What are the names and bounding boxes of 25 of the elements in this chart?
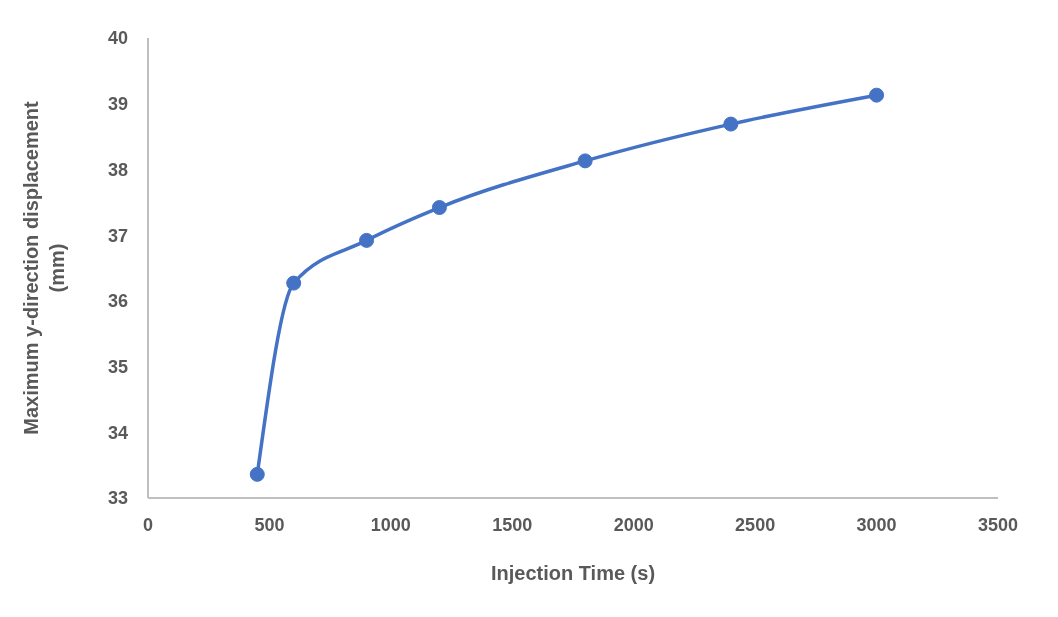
x-tick-label: 3000 <box>856 514 897 535</box>
y-tick-label: 39 <box>107 94 128 115</box>
point <box>249 466 265 482</box>
y-tick-label: 34 <box>107 422 128 443</box>
x-tick-label: 0 <box>142 514 154 535</box>
y-tick-label: 35 <box>107 356 128 377</box>
x-tick-label: 2500 <box>735 514 776 535</box>
y-tick-label: 38 <box>107 159 128 180</box>
x-tick-label: 3500 <box>977 514 1019 535</box>
y-axis-title: Maximum y-direction displacement (mm) <box>20 100 68 435</box>
point <box>431 200 447 216</box>
point <box>359 232 375 248</box>
x-tick-label: 2000 <box>613 514 654 535</box>
point <box>577 153 593 169</box>
x-tick-label: 500 <box>254 514 285 535</box>
x-axis-title: Injection Time (s) <box>490 562 656 584</box>
y-tick-label: 37 <box>107 225 128 246</box>
y-tick-label: 40 <box>107 28 128 49</box>
x-tick-label: 1000 <box>370 514 411 535</box>
y-tick-label: 33 <box>107 488 128 509</box>
y-tick-label: 36 <box>107 291 128 312</box>
point <box>286 275 302 291</box>
point <box>869 87 885 103</box>
point <box>723 116 739 132</box>
x-tick-label: 1500 <box>492 514 533 535</box>
